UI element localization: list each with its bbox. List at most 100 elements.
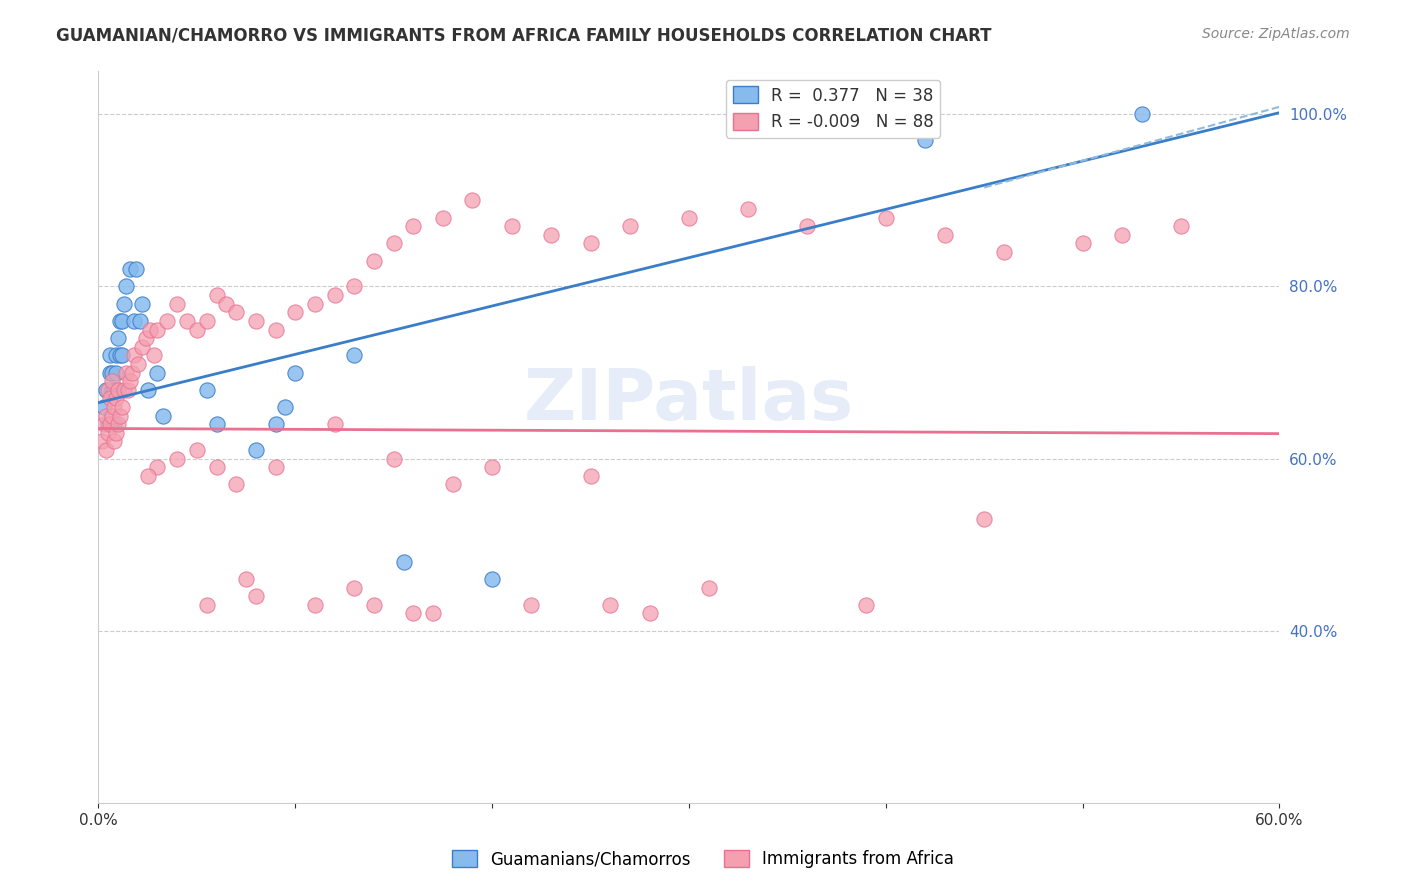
Point [914, 133, 936, 147]
Point [107, 417, 129, 432]
Point [402, 219, 425, 234]
Point [382, 451, 405, 466]
Point [131, 296, 153, 310]
Point [118, 262, 141, 277]
Point [98, 348, 121, 362]
Point [540, 227, 562, 242]
Point [678, 211, 700, 225]
Point [619, 219, 641, 234]
Point [195, 314, 218, 328]
Point [101, 374, 124, 388]
Text: GUAMANIAN/CHAMORRO VS IMMIGRANTS FROM AFRICA FAMILY HOUSEHOLDS CORRELATION CHART: GUAMANIAN/CHAMORRO VS IMMIGRANTS FROM AF… [56, 27, 991, 45]
Point [127, 357, 149, 371]
Point [125, 262, 148, 277]
Point [122, 314, 145, 328]
Point [323, 417, 346, 432]
Point [97, 417, 120, 432]
Point [284, 305, 307, 319]
Point [432, 211, 454, 225]
Point [108, 314, 131, 328]
Point [343, 279, 366, 293]
Point [136, 383, 159, 397]
Point [103, 383, 125, 397]
Point [142, 348, 165, 362]
Point [1071, 236, 1094, 251]
Point [107, 331, 129, 345]
Point [111, 348, 134, 362]
Point [422, 607, 444, 621]
Point [402, 607, 425, 621]
Legend: Guamanians/Chamorros, Immigrants from Africa: Guamanians/Chamorros, Immigrants from Af… [446, 843, 960, 875]
Point [97, 383, 120, 397]
Point [392, 555, 415, 569]
Text: ZIPatlas: ZIPatlas [524, 366, 853, 435]
Point [97, 425, 120, 440]
Point [264, 417, 287, 432]
Point [112, 296, 135, 310]
Point [96, 409, 118, 423]
Point [323, 288, 346, 302]
Point [1170, 219, 1192, 234]
Point [107, 383, 129, 397]
Point [737, 202, 759, 216]
Point [264, 460, 287, 475]
Point [115, 366, 138, 380]
Point [146, 366, 169, 380]
Point [146, 460, 169, 475]
Point [481, 460, 503, 475]
Point [195, 598, 218, 612]
Point [93, 417, 115, 432]
Point [205, 288, 228, 302]
Point [101, 383, 124, 397]
Point [520, 598, 543, 612]
Point [304, 296, 326, 310]
Point [105, 348, 128, 362]
Point [166, 296, 188, 310]
Point [875, 211, 897, 225]
Point [215, 296, 238, 310]
Point [579, 468, 602, 483]
Point [363, 253, 385, 268]
Point [103, 434, 125, 449]
Point [93, 400, 115, 414]
Legend: R =  0.377   N = 38, R = -0.009   N = 88: R = 0.377 N = 38, R = -0.009 N = 88 [725, 79, 941, 137]
Point [107, 383, 129, 397]
Point [98, 366, 121, 380]
Point [697, 581, 720, 595]
Point [993, 245, 1015, 260]
Point [146, 322, 169, 336]
Point [108, 348, 131, 362]
Point [1111, 227, 1133, 242]
Point [245, 442, 267, 457]
Point [638, 607, 661, 621]
Point [156, 314, 179, 328]
Point [166, 451, 188, 466]
Text: Source: ZipAtlas.com: Source: ZipAtlas.com [1202, 27, 1350, 41]
Point [101, 409, 124, 423]
Point [501, 219, 523, 234]
Point [1130, 106, 1153, 120]
Point [195, 383, 218, 397]
Point [245, 589, 267, 603]
Point [461, 194, 484, 208]
Point [579, 236, 602, 251]
Point [599, 598, 621, 612]
Point [105, 425, 128, 440]
Point [934, 227, 956, 242]
Point [152, 409, 174, 423]
Point [122, 348, 145, 362]
Point [363, 598, 385, 612]
Point [131, 340, 153, 354]
Point [96, 383, 118, 397]
Point [91, 434, 114, 449]
Point [128, 314, 150, 328]
Point [205, 417, 228, 432]
Point [186, 322, 208, 336]
Point [382, 236, 405, 251]
Point [121, 366, 143, 380]
Point [118, 374, 141, 388]
Point [225, 477, 247, 491]
Point [205, 460, 228, 475]
Point [98, 417, 121, 432]
Point [235, 572, 257, 586]
